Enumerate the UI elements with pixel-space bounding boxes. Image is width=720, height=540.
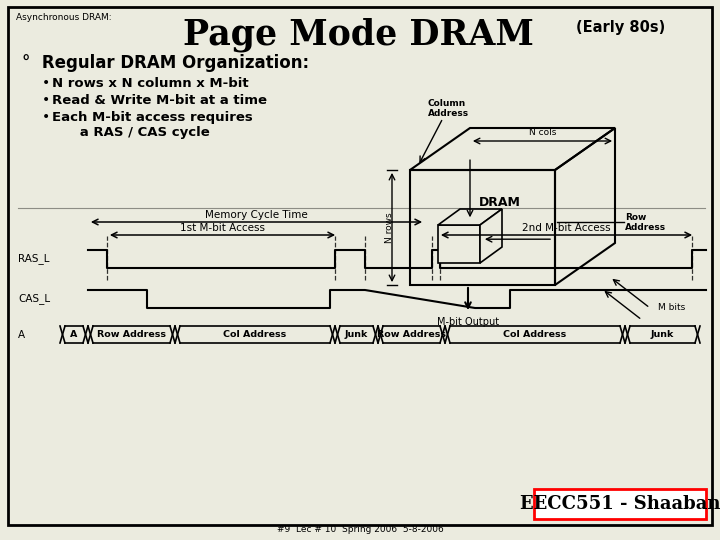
Text: Asynchronous DRAM:: Asynchronous DRAM:: [16, 13, 112, 22]
Text: Junk: Junk: [345, 330, 368, 339]
Text: Junk: Junk: [651, 330, 674, 339]
Text: Column
Address: Column Address: [428, 99, 469, 118]
Text: Memory Cycle Time: Memory Cycle Time: [205, 210, 308, 220]
Polygon shape: [438, 225, 480, 263]
Text: •: •: [42, 110, 50, 124]
FancyBboxPatch shape: [8, 7, 712, 525]
Text: •: •: [42, 76, 50, 90]
Text: °  Regular DRAM Organization:: ° Regular DRAM Organization:: [22, 54, 309, 72]
Text: Read & Write M-bit at a time: Read & Write M-bit at a time: [52, 94, 267, 107]
Text: N rows x N column x M-bit: N rows x N column x M-bit: [52, 77, 248, 90]
Text: N cols: N cols: [528, 128, 556, 137]
Text: DRAM: DRAM: [479, 195, 521, 208]
Text: 2nd M-bit Access: 2nd M-bit Access: [522, 223, 611, 233]
Text: A: A: [18, 329, 25, 340]
Text: A: A: [71, 330, 78, 339]
Text: •: •: [42, 93, 50, 107]
Text: CAS_L: CAS_L: [18, 294, 50, 305]
Text: M bits: M bits: [658, 303, 685, 313]
Text: #9  Lec # 10  Spring 2006  5-8-2006: #9 Lec # 10 Spring 2006 5-8-2006: [276, 525, 444, 534]
Text: RAS_L: RAS_L: [18, 254, 50, 265]
Text: N rows: N rows: [385, 212, 395, 243]
Text: EECC551 - Shaaban: EECC551 - Shaaban: [520, 495, 720, 513]
Text: 1st M-bit Access: 1st M-bit Access: [180, 223, 265, 233]
Text: Col Address: Col Address: [503, 330, 567, 339]
Polygon shape: [480, 209, 502, 263]
Text: M-bit Output: M-bit Output: [437, 317, 499, 327]
Text: Row Address: Row Address: [97, 330, 166, 339]
Text: Row Address: Row Address: [377, 330, 446, 339]
FancyBboxPatch shape: [534, 489, 706, 519]
Text: Page Mode DRAM: Page Mode DRAM: [183, 18, 534, 52]
Text: Col Address: Col Address: [223, 330, 287, 339]
Text: Row
Address: Row Address: [625, 213, 666, 232]
Text: (Early 80s): (Early 80s): [576, 20, 665, 35]
Polygon shape: [438, 209, 502, 225]
Text: Each M-bit access requires
      a RAS / CAS cycle: Each M-bit access requires a RAS / CAS c…: [52, 111, 253, 139]
